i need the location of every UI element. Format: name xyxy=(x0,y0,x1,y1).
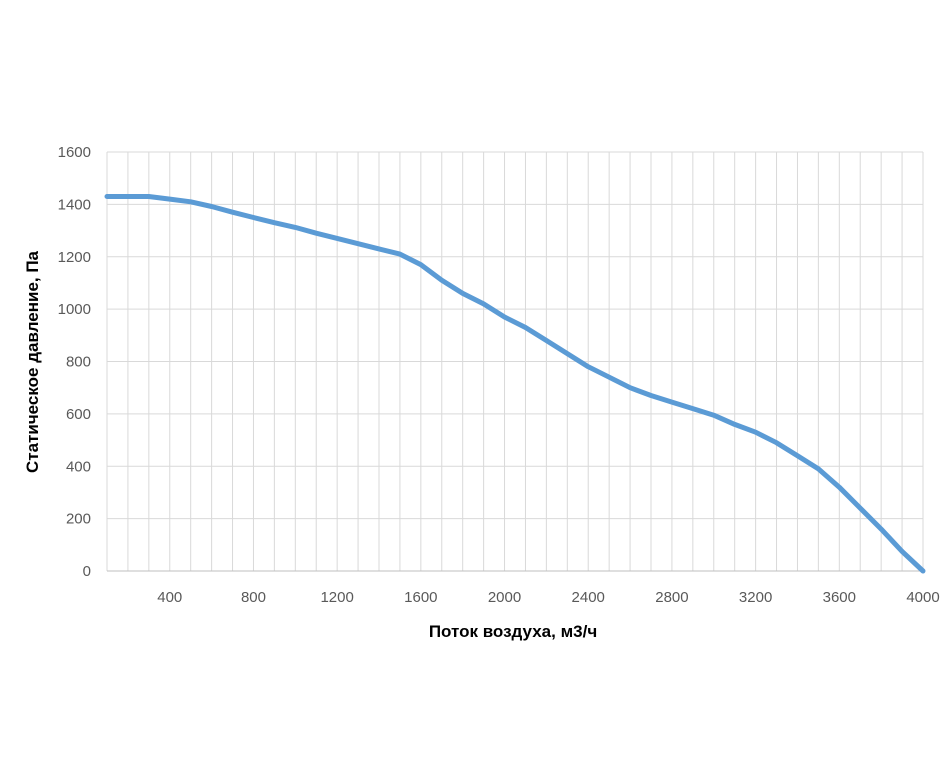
y-tick-label: 0 xyxy=(83,563,91,580)
x-axis-title: Поток воздуха, м3/ч xyxy=(429,622,597,641)
x-tick-label: 800 xyxy=(241,589,266,606)
x-tick-label: 2800 xyxy=(655,589,688,606)
series-layer xyxy=(104,194,926,574)
y-tick-label: 1200 xyxy=(58,249,91,266)
x-tick-label: 3600 xyxy=(823,589,856,606)
y-tick-label: 200 xyxy=(66,511,91,528)
x-tick-label: 4000 xyxy=(906,589,939,606)
x-tick-label: 2000 xyxy=(488,589,521,606)
y-tick-label: 800 xyxy=(66,354,91,371)
y-tick-label: 400 xyxy=(66,458,91,475)
y-tick-label: 1000 xyxy=(58,301,91,318)
y-tick-label: 1400 xyxy=(58,196,91,213)
x-tick-label: 400 xyxy=(157,589,182,606)
x-tick-label: 1200 xyxy=(320,589,353,606)
x-tick-label: 1600 xyxy=(404,589,437,606)
y-axis-title: Статическое давление, Па xyxy=(23,250,42,473)
horizontal-gridlines xyxy=(107,151,923,572)
x-axis-tick-labels: 400 800 1200 1600 2000 2400 2800 3200 3600 4000 xyxy=(157,589,939,606)
y-axis-tick-labels: 0 200 400 600 800 1000 1200 1400 1600 xyxy=(58,144,91,580)
series-line-0 xyxy=(104,194,926,574)
x-tick-label: 2400 xyxy=(572,589,605,606)
y-tick-label: 1600 xyxy=(58,144,91,161)
x-tick-label: 3200 xyxy=(739,589,772,606)
y-tick-label: 600 xyxy=(66,406,91,423)
